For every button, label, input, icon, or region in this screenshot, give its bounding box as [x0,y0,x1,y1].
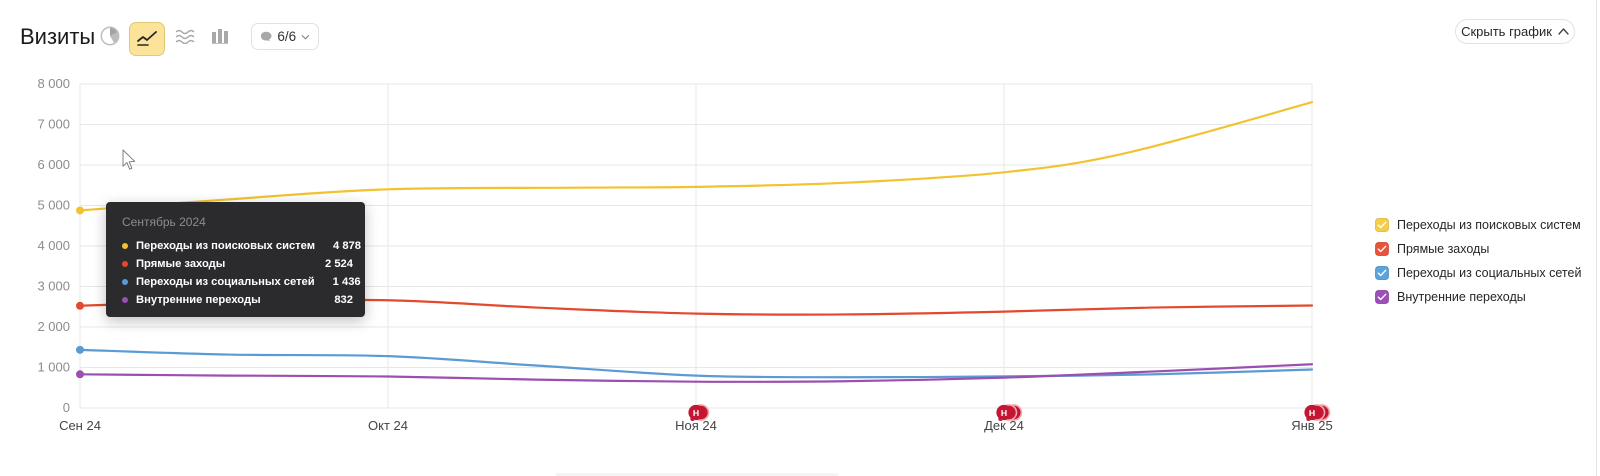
svg-text:H: H [1001,408,1007,418]
svg-text:H: H [1309,408,1315,418]
svg-text:3 000: 3 000 [37,279,70,294]
svg-text:0: 0 [63,400,70,415]
svg-text:Сен 24: Сен 24 [59,418,101,433]
svg-text:7 000: 7 000 [37,117,70,132]
svg-text:4 000: 4 000 [37,238,70,253]
svg-text:6 000: 6 000 [37,157,70,172]
svg-text:1 000: 1 000 [37,360,70,375]
svg-text:Янв 25: Янв 25 [1291,418,1333,433]
svg-text:5 000: 5 000 [37,198,70,213]
svg-text:8 000: 8 000 [37,76,70,91]
svg-text:Ноя 24: Ноя 24 [675,418,717,433]
svg-text:2 000: 2 000 [37,319,70,334]
svg-text:Окт 24: Окт 24 [368,418,408,433]
svg-text:H: H [693,408,699,418]
svg-text:Дек 24: Дек 24 [984,418,1024,433]
